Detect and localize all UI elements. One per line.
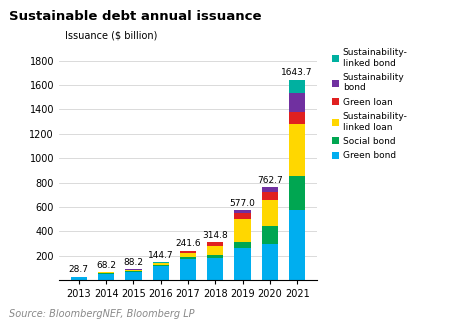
Bar xyxy=(289,176,305,210)
Text: 241.6: 241.6 xyxy=(175,240,201,249)
Bar xyxy=(234,220,251,242)
Text: 144.7: 144.7 xyxy=(148,251,173,260)
Bar xyxy=(153,263,169,265)
Text: Source: BloombergNEF, Bloomberg LP: Source: BloombergNEF, Bloomberg LP xyxy=(9,309,194,319)
Bar xyxy=(98,273,114,274)
Bar xyxy=(71,277,87,280)
Bar xyxy=(262,200,278,226)
Bar xyxy=(234,213,251,220)
Text: 1643.7: 1643.7 xyxy=(281,68,313,77)
Bar xyxy=(125,272,142,280)
Text: 577.0: 577.0 xyxy=(230,199,255,208)
Bar xyxy=(289,80,305,93)
Bar xyxy=(262,244,278,280)
Bar xyxy=(262,187,278,192)
Bar xyxy=(207,242,223,246)
Text: Sustainable debt annual issuance: Sustainable debt annual issuance xyxy=(9,10,261,23)
Bar xyxy=(180,252,196,257)
Legend: Sustainability-
linked bond, Sustainability
bond, Green loan, Sustainability-
li: Sustainability- linked bond, Sustainabil… xyxy=(332,48,408,160)
Bar xyxy=(262,192,278,200)
Bar xyxy=(234,248,251,280)
Bar xyxy=(289,210,305,280)
Bar xyxy=(289,124,305,176)
Bar xyxy=(180,260,196,280)
Bar xyxy=(125,270,142,271)
Bar xyxy=(234,242,251,248)
Bar xyxy=(153,266,169,280)
Bar xyxy=(289,112,305,124)
Bar xyxy=(262,226,278,244)
Bar xyxy=(289,93,305,112)
Bar xyxy=(207,255,223,258)
Text: 762.7: 762.7 xyxy=(257,176,283,185)
Text: 88.2: 88.2 xyxy=(123,258,144,267)
Bar xyxy=(234,210,251,213)
Bar xyxy=(153,265,169,266)
Bar xyxy=(125,271,142,272)
Bar xyxy=(180,251,196,252)
Text: 314.8: 314.8 xyxy=(202,231,228,240)
Text: 28.7: 28.7 xyxy=(69,265,89,274)
Bar xyxy=(207,246,223,255)
Bar xyxy=(180,257,196,260)
Text: Issuance ($ billion): Issuance ($ billion) xyxy=(65,31,158,41)
Bar xyxy=(207,258,223,280)
Bar xyxy=(98,274,114,280)
Bar xyxy=(98,272,114,273)
Text: 68.2: 68.2 xyxy=(96,260,116,270)
